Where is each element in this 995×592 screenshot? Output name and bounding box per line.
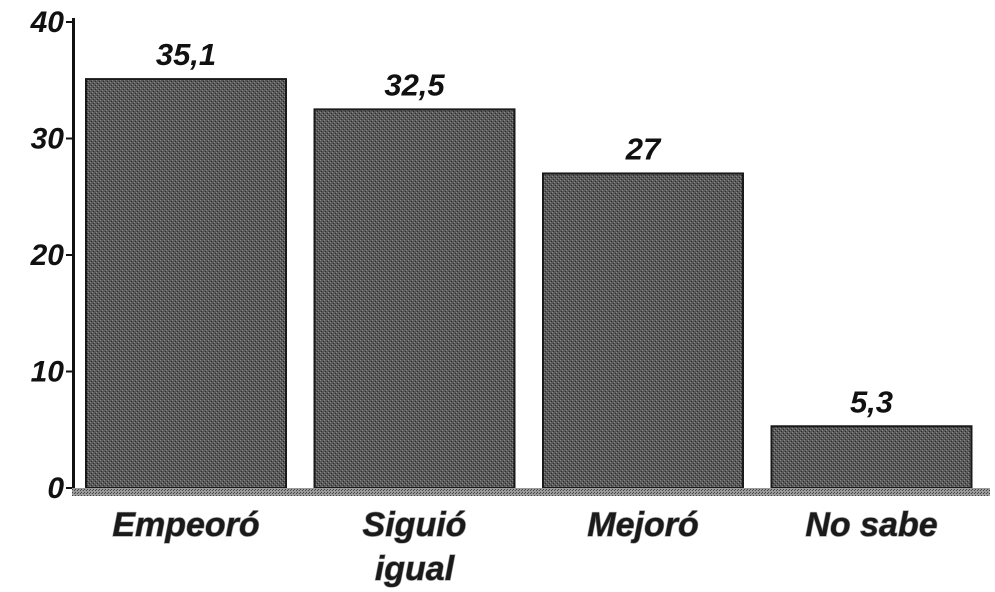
y-axis: 0 10 20 30 40 [30,6,75,505]
category-label: No sabe [805,506,937,544]
y-tick-label: 20 [30,239,65,272]
data-label: 35,1 [156,37,216,72]
data-label: 32,5 [384,67,445,102]
category-label: Empeoró [112,506,259,544]
y-tick-label: 30 [31,123,65,156]
bar [770,425,973,490]
category-label: Siguió igual [363,506,467,588]
y-tick-label: 0 [47,472,64,505]
y-tick-label: 10 [31,356,65,389]
data-label: 27 [625,131,662,166]
x-axis-line [72,488,990,496]
y-tick-label: 40 [30,6,65,39]
data-label: 5,3 [850,384,893,419]
bar [313,108,516,489]
bars: 35,1 32,5 27 5,3 [85,37,973,490]
bar [85,78,287,490]
x-axis: Empeoró Siguió igual Mejoró No sabe [72,488,990,589]
bar [542,172,744,489]
category-label: Mejoró [587,506,698,544]
